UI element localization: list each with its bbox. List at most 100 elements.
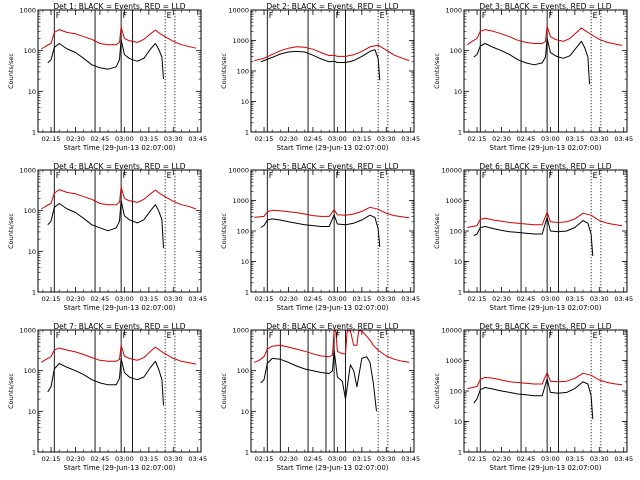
y-axis-label: Counts/sec (220, 213, 228, 249)
x-tick-label: 02:45 (91, 135, 110, 143)
flag-label: F (549, 171, 554, 180)
y-tick-label: 1000 (232, 197, 249, 205)
y-tick-label: 10 (241, 408, 249, 416)
series-line-lld (41, 186, 197, 210)
x-tick-label: 02:30 (492, 295, 511, 303)
chart-panel-2: Det 2: BLACK = Events, RED = LLD Counts/s… (220, 2, 420, 152)
x-tick-label: 02:15 (42, 455, 61, 463)
x-tick-label: 02:15 (468, 295, 487, 303)
x-tick-label: 03:30 (590, 295, 609, 303)
x-tick-label: 03:45 (401, 295, 420, 303)
y-tick-label: 100 (24, 367, 36, 375)
flag-label: F (123, 331, 128, 340)
x-tick-label: 02:15 (42, 135, 61, 143)
flag-label: E (167, 11, 172, 20)
y-tick-label: 1 (32, 129, 36, 137)
y-axis-label: Counts/sec (433, 213, 441, 249)
chart-panel-8: Det 8: BLACK = Events, RED = LLD Counts/s… (220, 322, 420, 472)
flag-label: E (593, 11, 598, 20)
y-tick-label: 10000 (228, 7, 249, 15)
x-tick-label: 03:30 (377, 135, 396, 143)
plot-frame (250, 9, 415, 133)
x-tick-label: 02:15 (255, 135, 274, 143)
chart-title: Det 8: BLACK = Events, RED = LLD (266, 322, 398, 331)
x-tick-label: 03:15 (139, 295, 158, 303)
y-tick-label: 1000 (445, 197, 462, 205)
x-tick-label: 02:30 (279, 135, 298, 143)
series-line-events (260, 49, 381, 81)
y-tick-label: 10 (28, 408, 36, 416)
series-line-lld (254, 44, 410, 62)
flag-label: F (269, 331, 274, 340)
x-tick-label: 02:45 (304, 295, 323, 303)
chart-panel-9: Det 9: BLACK = Events, RED = LLD Counts/s… (433, 322, 633, 472)
x-tick-label: 02:45 (304, 135, 323, 143)
plot-frame (463, 9, 628, 133)
series-line-events (473, 378, 594, 420)
chart-panel-5: Det 5: BLACK = Events, RED = LLD Counts/s… (220, 162, 420, 312)
x-axis-label: Start Time (29-Jun-13 02:07:00) (64, 304, 176, 312)
y-tick-label: 100 (24, 207, 36, 215)
x-axis-label: Start Time (29-Jun-13 02:07:00) (490, 464, 602, 472)
chart-title: Det 6: BLACK = Events, RED = LLD (479, 162, 611, 171)
series-line-events (473, 37, 590, 85)
x-tick-label: 03:45 (188, 295, 207, 303)
x-tick-label: 03:45 (614, 135, 633, 143)
flag-label: F (482, 11, 487, 20)
flag-label: F (123, 171, 128, 180)
plot-frame (250, 329, 415, 453)
x-axis-label: Start Time (29-Jun-13 02:07:00) (64, 144, 176, 152)
chart-panel-6: Det 6: BLACK = Events, RED = LLD Counts/s… (433, 162, 633, 312)
x-tick-label: 02:30 (66, 295, 85, 303)
x-tick-label: 03:00 (115, 455, 134, 463)
y-axis-label: Counts/sec (7, 213, 15, 249)
x-tick-label: 02:15 (255, 455, 274, 463)
y-tick-label: 10000 (441, 167, 462, 175)
y-tick-label: 1 (32, 289, 36, 297)
x-tick-label: 03:15 (565, 135, 584, 143)
plot-frame (463, 169, 628, 293)
chart-title: Det 3: BLACK = Events, RED = LLD (479, 2, 611, 11)
y-tick-label: 1 (245, 449, 249, 457)
flag-label: F (482, 171, 487, 180)
chart-panel-3: Det 3: BLACK = Events, RED = LLD Counts/s… (433, 2, 633, 152)
series-line-lld (467, 211, 623, 228)
flag-label: E (380, 331, 385, 340)
series-line-lld (467, 372, 623, 390)
flag-label: E (380, 11, 385, 20)
y-tick-label: 1 (458, 289, 462, 297)
y-tick-label: 1000 (19, 167, 36, 175)
x-tick-label: 03:45 (614, 295, 633, 303)
flag-label: F (56, 11, 61, 20)
y-tick-label: 100 (237, 68, 249, 76)
x-tick-label: 03:45 (614, 455, 633, 463)
flag-label: E (167, 331, 172, 340)
series-line-lld (254, 330, 410, 363)
x-tick-label: 02:45 (91, 295, 110, 303)
y-axis-label: Counts/sec (433, 53, 441, 89)
y-tick-label: 1 (458, 129, 462, 137)
x-tick-label: 03:30 (377, 455, 396, 463)
x-tick-label: 03:15 (139, 455, 158, 463)
y-tick-label: 10 (28, 88, 36, 96)
flag-label: F (336, 11, 341, 20)
x-tick-label: 03:30 (164, 135, 183, 143)
y-tick-label: 100 (450, 47, 462, 55)
plot-frame (37, 329, 202, 453)
x-tick-label: 02:30 (492, 135, 511, 143)
flag-label: E (593, 331, 598, 340)
plot-frame (463, 329, 628, 453)
series-line-lld (41, 344, 197, 365)
x-tick-label: 02:15 (468, 455, 487, 463)
y-tick-label: 1000 (19, 7, 36, 15)
flag-label: E (167, 171, 172, 180)
flag-label: F (549, 331, 554, 340)
series-line-events (47, 357, 164, 406)
series-line-events (47, 199, 164, 249)
flag-label: F (269, 11, 274, 20)
chart-title: Det 1: BLACK = Events, RED = LLD (53, 2, 185, 11)
x-tick-label: 02:30 (492, 455, 511, 463)
y-tick-label: 100 (450, 388, 462, 396)
x-tick-label: 03:15 (352, 135, 371, 143)
plot-frame (37, 169, 202, 293)
